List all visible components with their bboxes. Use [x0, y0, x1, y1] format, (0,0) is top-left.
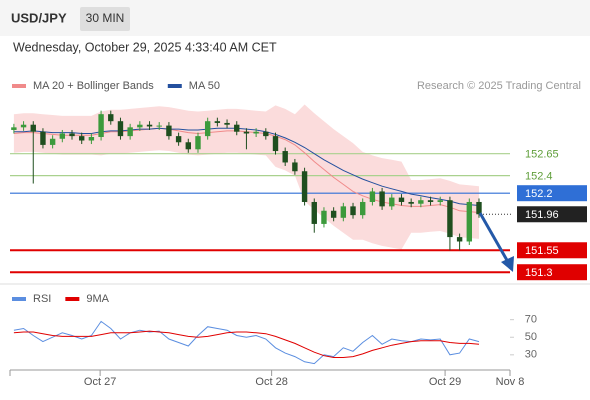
legend-swatch	[12, 84, 26, 88]
candle-body	[408, 201, 414, 204]
candle-body	[427, 200, 434, 202]
candle-body	[108, 114, 114, 122]
candle-body	[40, 131, 46, 145]
legend-swatch	[65, 297, 80, 301]
candle-body	[321, 210, 327, 224]
candle-body	[156, 125, 162, 127]
candle-body	[311, 201, 317, 224]
candle-body	[379, 191, 385, 207]
candle-body	[253, 131, 259, 134]
x-tick-label: Oct 29	[429, 376, 461, 388]
legend-swatch	[167, 84, 182, 88]
legend-swatch	[12, 297, 26, 301]
timeframe-badge	[80, 7, 130, 31]
candle-body	[137, 124, 143, 128]
candle-body	[330, 210, 337, 218]
level-label: 151.55	[525, 245, 559, 257]
x-tick-label: Oct 27	[84, 376, 116, 388]
last-price-box	[517, 206, 587, 223]
symbol: USD/JPY	[11, 10, 67, 25]
candle-body	[49, 138, 56, 145]
candle-body	[30, 124, 36, 132]
candle-body	[185, 142, 191, 150]
candle-body	[360, 201, 366, 216]
level-label: 152.2	[525, 188, 553, 200]
legend-label: MA 20 + Bollinger Bands	[33, 80, 154, 92]
candle-body	[272, 136, 279, 152]
candle-body	[301, 171, 308, 202]
legend-label: MA 50	[189, 80, 220, 92]
rsi-line	[13, 330, 480, 358]
credit: Research © 2025 Trading Central	[417, 80, 581, 92]
forecast-arrow	[478, 212, 514, 272]
timeframe: 30 MIN	[86, 11, 125, 25]
level-label-box	[517, 185, 587, 202]
datetime: Wednesday, October 29, 2025 4:33:40 AM C…	[13, 40, 277, 54]
candle-body	[437, 200, 443, 202]
candle-body	[389, 197, 395, 207]
candle-body	[340, 206, 347, 218]
last-price-label: 151.96	[525, 209, 559, 221]
legend-label: RSI	[33, 293, 51, 305]
level-label: 151.3	[525, 267, 553, 279]
arrow-head	[501, 256, 514, 272]
candle-body	[69, 133, 75, 137]
y-tick-label: 30	[525, 349, 537, 361]
candle-body	[11, 127, 17, 130]
level-label: 152.4	[525, 171, 553, 183]
candle-body	[127, 127, 133, 137]
arrow-shaft	[478, 212, 510, 263]
candle-body	[146, 124, 153, 127]
legend-label: 9MA	[86, 293, 109, 305]
candle-body	[350, 206, 356, 216]
candle-body	[98, 114, 104, 137]
candle-body	[195, 136, 201, 150]
candle-body	[292, 162, 298, 172]
x-tick-label: Nov 8	[496, 376, 525, 388]
candle-body	[204, 121, 211, 137]
level-label: 152.65	[525, 149, 559, 161]
level-label-box	[517, 242, 587, 259]
candle-body	[418, 200, 424, 204]
candle-body	[224, 122, 230, 125]
x-tick-label: Oct 28	[255, 376, 287, 388]
candle-body	[456, 237, 463, 242]
candle-body	[88, 137, 95, 141]
candle-body	[175, 136, 182, 143]
candle-body	[369, 191, 376, 202]
candle-body	[166, 125, 172, 137]
candle-body	[398, 197, 405, 202]
candle-body	[243, 131, 250, 134]
candle-body	[447, 200, 453, 238]
candle-body	[117, 121, 124, 137]
y-tick-label: 70	[525, 314, 537, 326]
candle-body	[214, 121, 221, 123]
y-tick-label: 50	[525, 331, 537, 343]
candle-body	[234, 124, 240, 132]
candle-body	[476, 201, 482, 215]
candle-body	[20, 124, 27, 128]
candle-body	[466, 201, 473, 242]
candle-body	[263, 131, 269, 137]
level-label-box	[517, 264, 587, 281]
candle-body	[79, 136, 85, 141]
candle-body	[282, 151, 288, 163]
rsi-line	[13, 320, 480, 365]
candle-body	[59, 133, 66, 139]
